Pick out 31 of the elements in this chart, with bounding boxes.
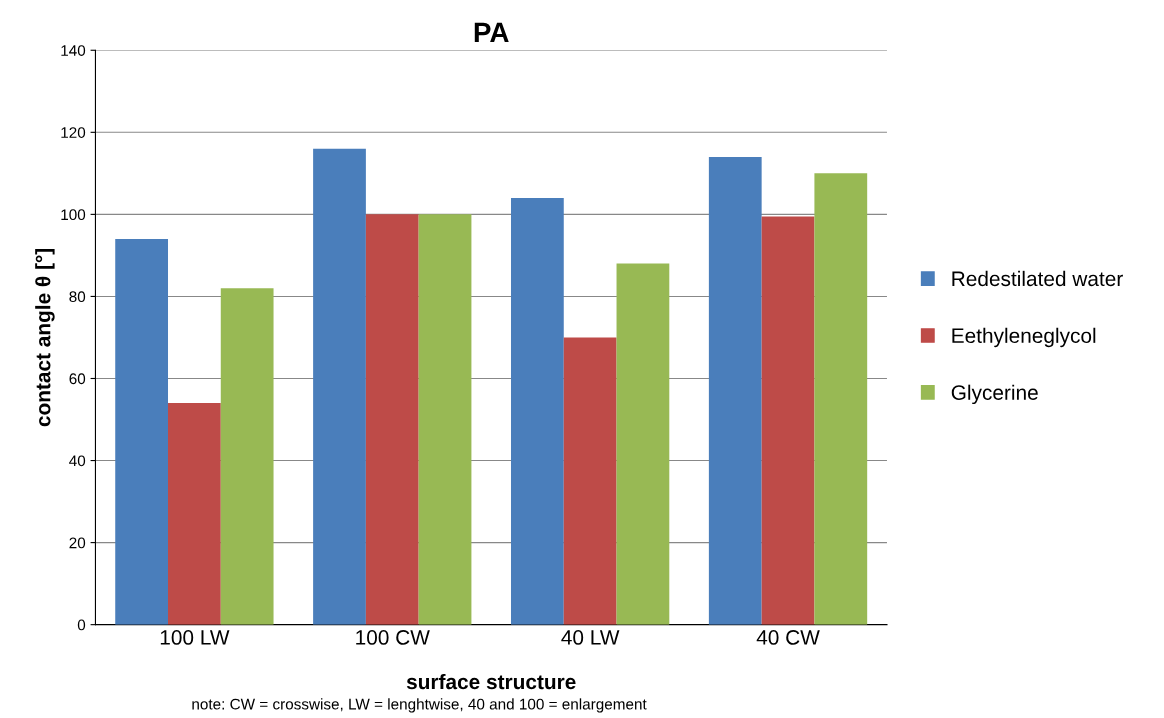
x-tick-label: 40 LW <box>561 630 620 645</box>
x-tick-label: 40 CW <box>756 630 820 645</box>
x-tick-label: 100 CW <box>356 630 430 645</box>
text: note: CW = crosswise, LW = lenghtwise, 40 and 100 = enlargement <box>192 698 647 713</box>
bar <box>365 214 419 625</box>
bar <box>511 197 564 625</box>
legend-label: Eethyleneglycol <box>952 327 1096 348</box>
x-tick-label: 100 LW <box>160 630 230 645</box>
x-axis-title: surface structure <box>406 673 576 690</box>
bar <box>563 337 617 625</box>
legend-label: Redestilated water <box>952 270 1123 287</box>
y-axis-title: contact angle θ [°] <box>35 248 55 427</box>
bar <box>814 173 868 625</box>
y-tick-label: 140 <box>61 45 86 56</box>
bar <box>761 216 815 625</box>
y-tick-label: 60 <box>69 373 86 385</box>
y-tick-label: 80 <box>69 291 86 303</box>
bar <box>418 214 472 625</box>
bar <box>616 263 670 625</box>
legend-label: Glycerine <box>951 384 1038 405</box>
y-tick-label: 40 <box>69 455 86 467</box>
bar <box>115 238 168 625</box>
bar <box>708 156 762 625</box>
y-tick-label: 20 <box>69 537 86 549</box>
bar <box>220 288 274 625</box>
y-tick-label: 120 <box>61 127 86 138</box>
bar <box>168 403 221 625</box>
chart-title: PA <box>474 22 509 42</box>
y-tick-label: 100 <box>61 209 86 221</box>
bar <box>313 148 366 625</box>
y-tick-label: 0 <box>77 619 86 631</box>
